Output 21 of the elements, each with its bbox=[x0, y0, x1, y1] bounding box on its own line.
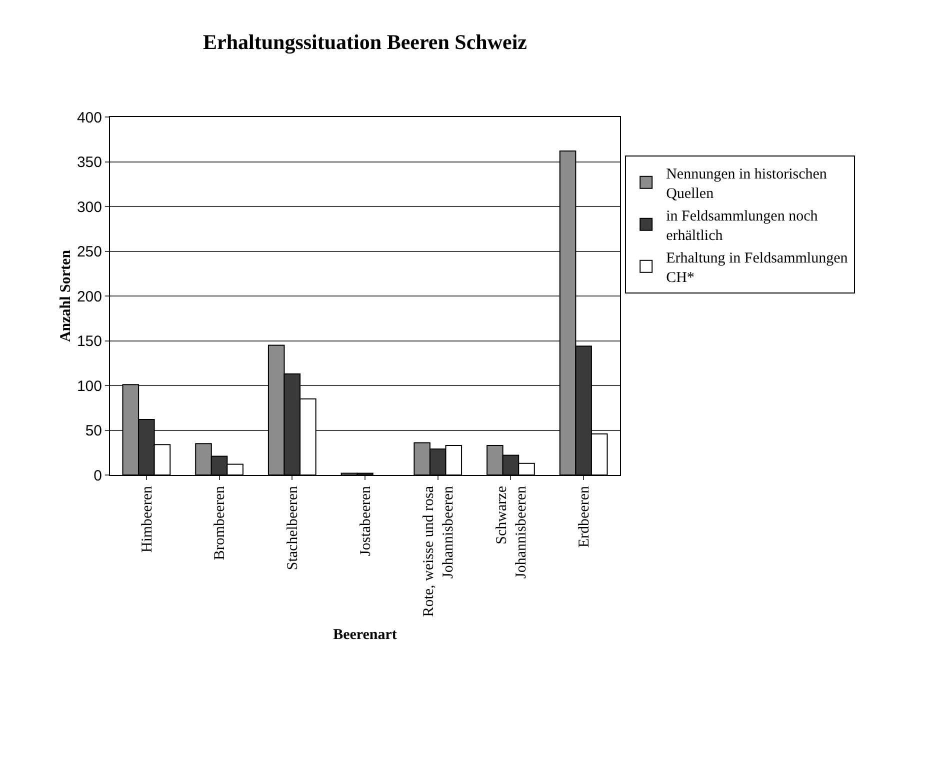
legend-label: Erhaltung in Feldsammlungen CH* bbox=[666, 250, 848, 286]
chart-title: Erhaltungssituation Beeren Schweiz bbox=[203, 30, 527, 54]
y-axis-title: Anzahl Sorten bbox=[58, 249, 74, 342]
x-tick-label: Erdbeeren bbox=[576, 486, 592, 548]
y-tick-label: 300 bbox=[76, 198, 102, 216]
x-tick-label: Rote, weisse und rosa Johannisbeeren bbox=[420, 486, 456, 617]
y-tick-label: 50 bbox=[85, 422, 102, 440]
y-tick-label: 100 bbox=[76, 378, 102, 395]
x-tick-label: Schwarze Johannisbeeren bbox=[494, 486, 530, 578]
y-tick-label: 0 bbox=[94, 467, 102, 484]
y-tick-label: 400 bbox=[76, 109, 102, 126]
x-axis-title: Beerenart bbox=[333, 626, 397, 643]
x-tick-label: Stachelbeeren bbox=[285, 486, 302, 570]
x-tick-label: Jostabeeren bbox=[358, 486, 374, 556]
x-tick-label: Himbeeren bbox=[139, 486, 156, 553]
y-tick-label: 200 bbox=[76, 288, 102, 306]
y-tick-label: 350 bbox=[76, 154, 102, 171]
y-tick-label: 250 bbox=[76, 244, 102, 260]
x-tick-label: Brombeeren bbox=[212, 486, 228, 560]
legend-label: in Feldsammlungen noch erhältlich bbox=[666, 208, 818, 244]
y-tick-label: 150 bbox=[76, 333, 102, 350]
